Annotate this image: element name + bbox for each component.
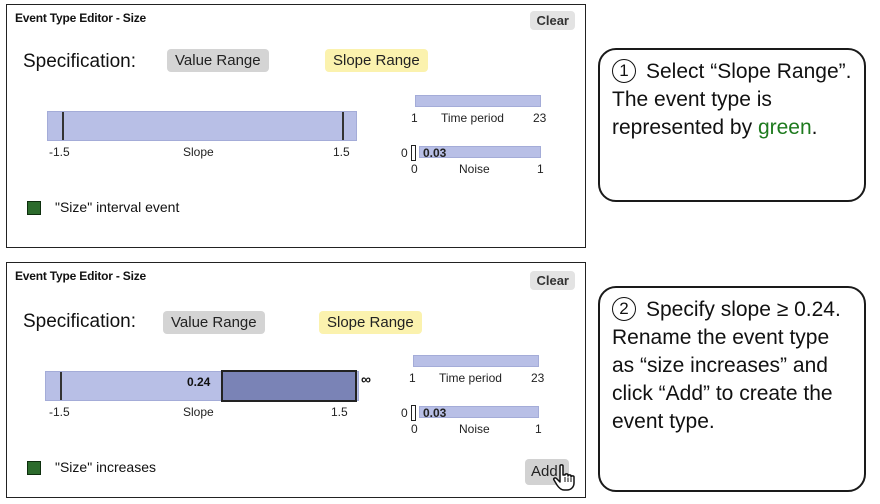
- event-name-field[interactable]: "Size" increases: [55, 459, 156, 475]
- editor-title: Event Type Editor - Size: [15, 11, 147, 25]
- step-number-badge: 2: [612, 297, 636, 321]
- slope-max-handle[interactable]: [342, 112, 344, 140]
- noise-label: Noise: [459, 422, 490, 436]
- slope-range-slider[interactable]: [47, 111, 357, 141]
- event-type-editor-panel-1: Event Type Editor - Size Clear Specifica…: [6, 4, 586, 248]
- clear-button[interactable]: Clear: [530, 271, 575, 290]
- event-name-field[interactable]: "Size" interval event: [55, 199, 180, 215]
- noise-max-label: 1: [537, 162, 544, 176]
- selected-slope-range[interactable]: [221, 370, 357, 402]
- event-color-swatch[interactable]: [27, 201, 41, 215]
- slope-max-label: 1.5: [333, 145, 350, 159]
- slope-min-label: -1.5: [49, 405, 70, 419]
- noise-value: 0.03: [423, 146, 447, 160]
- noise-slider[interactable]: [419, 406, 539, 418]
- time-period-slider[interactable]: [415, 95, 541, 107]
- time-period-min-label: 1: [411, 111, 418, 125]
- value-range-button[interactable]: Value Range: [167, 49, 269, 72]
- callout-step-1: 1 Select “Slope Range”. The event type is…: [598, 48, 866, 202]
- time-period-max-label: 23: [533, 111, 547, 125]
- step-number-badge: 1: [612, 59, 636, 83]
- noise-max-label: 1: [535, 422, 542, 436]
- slope-axis-label: Slope: [183, 405, 214, 419]
- time-period-min-label: 1: [409, 371, 416, 385]
- noise-value-prefix: 0: [401, 406, 408, 420]
- clear-button[interactable]: Clear: [530, 11, 575, 30]
- hand-pointer-icon: [553, 464, 575, 491]
- slope-min-label: -1.5: [49, 145, 70, 159]
- callout-step-2: 2 Specify slope ≥ 0.24. Rename the event …: [598, 286, 866, 492]
- noise-label: Noise: [459, 162, 490, 176]
- slope-axis-label: Slope: [183, 145, 214, 159]
- slope-min-handle[interactable]: [62, 112, 64, 140]
- slope-min-tick: [60, 372, 62, 400]
- selected-min-value: 0.24: [187, 375, 211, 389]
- noise-value-prefix: 0: [401, 146, 408, 160]
- slope-range-button[interactable]: Slope Range: [325, 49, 428, 72]
- noise-handle[interactable]: [411, 405, 416, 421]
- selected-max-value: ∞: [361, 371, 371, 387]
- callout-text: Select “Slope Range”. The event type is …: [612, 60, 852, 139]
- editor-title: Event Type Editor - Size: [15, 269, 147, 283]
- callout-text-end: .: [811, 116, 818, 139]
- slope-max-label: 1.5: [331, 405, 348, 419]
- noise-slider[interactable]: [419, 146, 541, 158]
- slope-range-button[interactable]: Slope Range: [319, 311, 422, 334]
- callout-text: Specify slope ≥ 0.24. Rename the event t…: [612, 298, 841, 433]
- event-color-swatch[interactable]: [27, 461, 41, 475]
- event-type-editor-panel-2: Event Type Editor - Size Clear Specifica…: [6, 262, 586, 498]
- time-period-max-label: 23: [531, 371, 545, 385]
- noise-value: 0.03: [423, 406, 447, 420]
- callout-green-word: green: [757, 116, 812, 139]
- value-range-button[interactable]: Value Range: [163, 311, 265, 334]
- time-period-label: Time period: [439, 371, 502, 385]
- time-period-slider[interactable]: [413, 355, 539, 367]
- time-period-label: Time period: [441, 111, 504, 125]
- specification-label: Specification:: [23, 51, 137, 72]
- noise-handle[interactable]: [411, 145, 416, 161]
- specification-label: Specification:: [23, 311, 137, 332]
- noise-min-label: 0: [411, 162, 418, 176]
- noise-min-label: 0: [411, 422, 418, 436]
